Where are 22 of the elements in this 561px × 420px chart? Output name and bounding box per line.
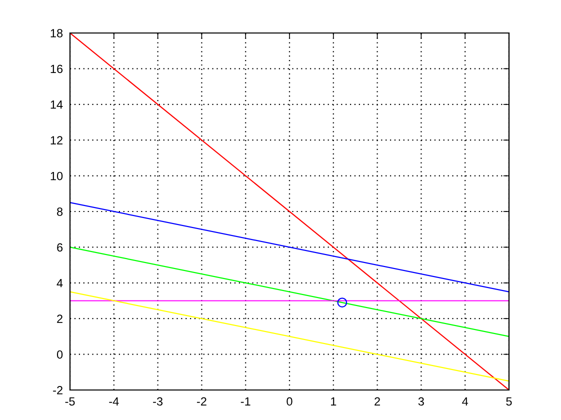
y-tick-label: 12 bbox=[50, 136, 62, 144]
x-tick-label: 3 bbox=[418, 397, 424, 406]
y-tick-label: 0 bbox=[56, 350, 63, 359]
x-tick-label: 0 bbox=[286, 397, 292, 406]
x-tick-label: -4 bbox=[109, 397, 119, 406]
y-tick-label: 6 bbox=[57, 243, 63, 252]
x-tick-label: 1 bbox=[331, 397, 336, 406]
y-tick-label: 18 bbox=[50, 29, 63, 38]
x-tick-label: 2 bbox=[374, 397, 380, 406]
y-tick-label: 8 bbox=[57, 208, 63, 216]
x-tick-label: -2 bbox=[196, 397, 206, 406]
x-tick-label: -1 bbox=[240, 397, 250, 406]
y-tick-label: -2 bbox=[53, 386, 62, 394]
y-tick-label: 4 bbox=[56, 279, 63, 288]
y-tick-label: 16 bbox=[50, 64, 63, 74]
y-tick-label: 2 bbox=[57, 314, 62, 323]
x-tick-label: 5 bbox=[506, 397, 512, 406]
y-tick-label: 14 bbox=[50, 100, 63, 109]
x-tick-label: -3 bbox=[153, 397, 163, 406]
x-tick-label: -5 bbox=[65, 397, 75, 406]
x-tick-label: 4 bbox=[462, 397, 468, 406]
y-tick-label: 10 bbox=[50, 172, 63, 180]
